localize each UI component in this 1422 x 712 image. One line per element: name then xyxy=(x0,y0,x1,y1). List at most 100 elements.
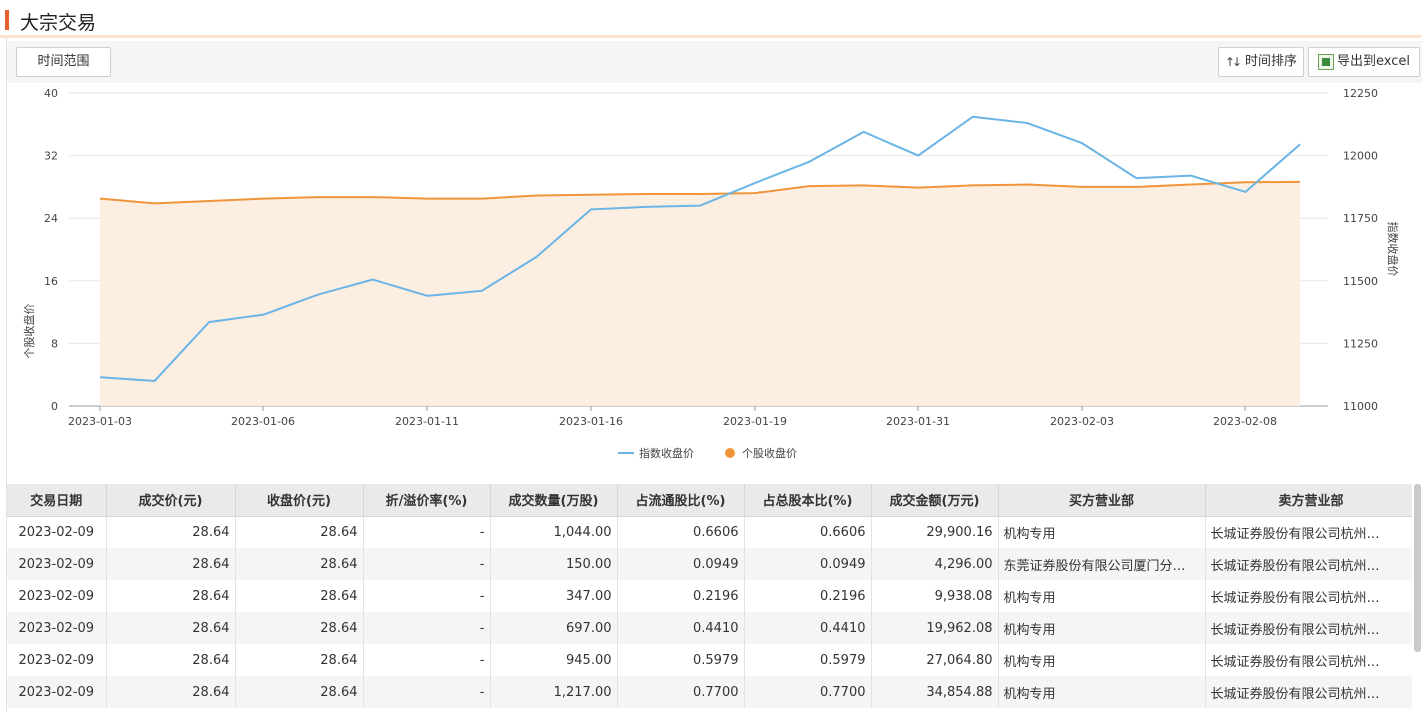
table-cell: 东莞证券股份有限公司厦门分… xyxy=(998,548,1206,580)
table-cell: 4,296.00 xyxy=(871,548,999,580)
table-cell: 长城证券股份有限公司杭州… xyxy=(1205,644,1412,676)
table-cell: 0.0949 xyxy=(744,548,872,580)
table-cell: 945.00 xyxy=(490,644,618,676)
chart-legend: 指数收盘价 个股收盘价 xyxy=(618,446,797,460)
table-cell: 0.2196 xyxy=(617,580,745,612)
table-cell: 28.64 xyxy=(106,644,236,676)
table-cell: 机构专用 xyxy=(998,644,1206,676)
table-cell: - xyxy=(363,644,491,676)
column-header[interactable]: 折/溢价率(%) xyxy=(363,484,491,517)
legend-label-stock: 个股收盘价 xyxy=(742,446,797,460)
table-cell: 2023-02-09 xyxy=(7,644,107,676)
x-tick-label: 2023-01-03 xyxy=(68,415,132,428)
column-header[interactable]: 交易日期 xyxy=(7,484,107,517)
table-row[interactable]: 2023-02-09 28.64 28.64-1,044.00 0.6606 0.660… xyxy=(7,516,1412,548)
column-header[interactable]: 成交价(元) xyxy=(106,484,236,517)
price-chart: 0 8 16 24 32 40 11000 11250 11500 11750 12000 1225… xyxy=(7,83,1422,483)
table-cell: 2023-02-09 xyxy=(7,580,107,612)
table-cell: 28.64 xyxy=(235,548,364,580)
table-cell: 1,044.00 xyxy=(490,516,618,548)
table-cell: 长城证券股份有限公司杭州… xyxy=(1205,580,1412,612)
export-excel-label: 导出到excel xyxy=(1337,54,1410,69)
right-axis-ticks: 11000 11250 11500 11750 12000 12250 xyxy=(1343,87,1378,413)
table-cell: 34,854.88 xyxy=(871,676,999,708)
x-axis-ticks: 2023-01-03 2023-01-06 2023-01-11 2023-01-16… xyxy=(68,406,1277,428)
table-cell: 28.64 xyxy=(235,644,364,676)
stock-area-fill xyxy=(100,181,1300,406)
table-cell: 28.64 xyxy=(106,612,236,644)
table-cell: 0.7700 xyxy=(744,676,872,708)
column-header[interactable]: 卖方营业部 xyxy=(1205,484,1412,517)
table-cell: 0.5979 xyxy=(744,644,872,676)
table-cell: 2023-02-09 xyxy=(7,676,107,708)
time-range-button[interactable]: 时间范围 xyxy=(16,47,111,77)
table-cell: 28.64 xyxy=(235,580,364,612)
table-cell: 697.00 xyxy=(490,612,618,644)
legend-marker-stock xyxy=(725,448,735,458)
table-cell: 0.0949 xyxy=(617,548,745,580)
x-tick-label: 2023-01-11 xyxy=(395,415,459,428)
right-tick-label: 12250 xyxy=(1343,87,1378,100)
right-tick-label: 12000 xyxy=(1343,150,1378,163)
table-cell: 0.4410 xyxy=(744,612,872,644)
sort-arrows-icon: ↑↓ xyxy=(1224,55,1242,69)
right-tick-label: 11750 xyxy=(1343,212,1378,225)
series-line-stock-close xyxy=(99,180,1301,205)
toolbar: 时间范围 ↑↓ 时间排序 导出到excel xyxy=(7,41,1422,83)
table-cell: - xyxy=(363,676,491,708)
time-sort-button[interactable]: ↑↓ 时间排序 xyxy=(1218,47,1304,77)
left-tick-label: 24 xyxy=(44,212,58,225)
x-tick-label: 2023-02-08 xyxy=(1213,415,1277,428)
table-cell: 0.6606 xyxy=(744,516,872,548)
table-cell: 机构专用 xyxy=(998,580,1206,612)
table-cell: - xyxy=(363,612,491,644)
column-header[interactable]: 成交数量(万股) xyxy=(490,484,618,517)
time-range-label: 时间范围 xyxy=(37,54,90,69)
table-cell: 28.64 xyxy=(106,548,236,580)
column-header[interactable]: 买方营业部 xyxy=(998,484,1206,517)
table-cell: 长城证券股份有限公司杭州… xyxy=(1205,676,1412,708)
table-cell: 28.64 xyxy=(235,676,364,708)
table-cell: 29,900.16 xyxy=(871,516,999,548)
series-lines xyxy=(99,115,1301,382)
stock-area-layer xyxy=(100,181,1300,406)
legend-label-index: 指数收盘价 xyxy=(639,446,694,460)
table-cell: 28.64 xyxy=(106,516,236,548)
time-sort-label: 时间排序 xyxy=(1245,54,1298,69)
left-tick-label: 0 xyxy=(51,400,58,413)
table-cell: - xyxy=(363,580,491,612)
table-cell: 长城证券股份有限公司杭州… xyxy=(1205,516,1412,548)
table-row[interactable]: 2023-02-09 28.64 28.64-945.00 0.5979 0.5979 2… xyxy=(7,644,1412,676)
export-excel-button[interactable]: 导出到excel xyxy=(1308,47,1420,77)
table-row[interactable]: 2023-02-09 28.64 28.64-150.00 0.0949 0.0949 4… xyxy=(7,548,1412,580)
column-header[interactable]: 收盘价(元) xyxy=(235,484,364,517)
excel-icon xyxy=(1318,54,1334,70)
table-cell: 19,962.08 xyxy=(871,612,999,644)
column-header[interactable]: 成交金额(万元) xyxy=(871,484,999,517)
table-cell: - xyxy=(363,548,491,580)
left-tick-label: 16 xyxy=(44,275,58,288)
table-header-row: 交易日期 成交价(元) 收盘价(元) 折/溢价率(%) 成交数量(万股) 占流通股比(%)… xyxy=(7,484,1412,517)
section-header: 大宗交易 xyxy=(0,0,1422,38)
column-header[interactable]: 占流通股比(%) xyxy=(617,484,745,517)
table-scrollbar[interactable] xyxy=(1414,484,1421,652)
page-title: 大宗交易 xyxy=(20,12,97,34)
column-header[interactable]: 占总股本比(%) xyxy=(744,484,872,517)
table-cell: 2023-02-09 xyxy=(7,548,107,580)
table-row[interactable]: 2023-02-09 28.64 28.64-347.00 0.2196 0.2196 9… xyxy=(7,580,1412,612)
table-row[interactable]: 2023-02-09 28.64 28.64-1,217.00 0.7700 0.770… xyxy=(7,676,1412,708)
left-axis-ticks: 0 8 16 24 32 40 xyxy=(44,87,58,413)
table-cell: 28.64 xyxy=(106,676,236,708)
table-row[interactable]: 2023-02-09 28.64 28.64-697.00 0.4410 0.4410 1… xyxy=(7,612,1412,644)
header-accent-bar xyxy=(5,10,9,30)
table-cell: 机构专用 xyxy=(998,612,1206,644)
x-tick-label: 2023-01-06 xyxy=(231,415,295,428)
table-cell: 0.2196 xyxy=(744,580,872,612)
left-tick-label: 8 xyxy=(51,337,58,350)
block-trade-table: 交易日期 成交价(元) 收盘价(元) 折/溢价率(%) 成交数量(万股) 占流通股比(%)… xyxy=(7,484,1412,712)
x-tick-label: 2023-01-16 xyxy=(559,415,623,428)
table-cell: 2023-02-09 xyxy=(7,612,107,644)
table-cell: 27,064.80 xyxy=(871,644,999,676)
x-tick-label: 2023-01-31 xyxy=(886,415,950,428)
table-cell: 机构专用 xyxy=(998,516,1206,548)
